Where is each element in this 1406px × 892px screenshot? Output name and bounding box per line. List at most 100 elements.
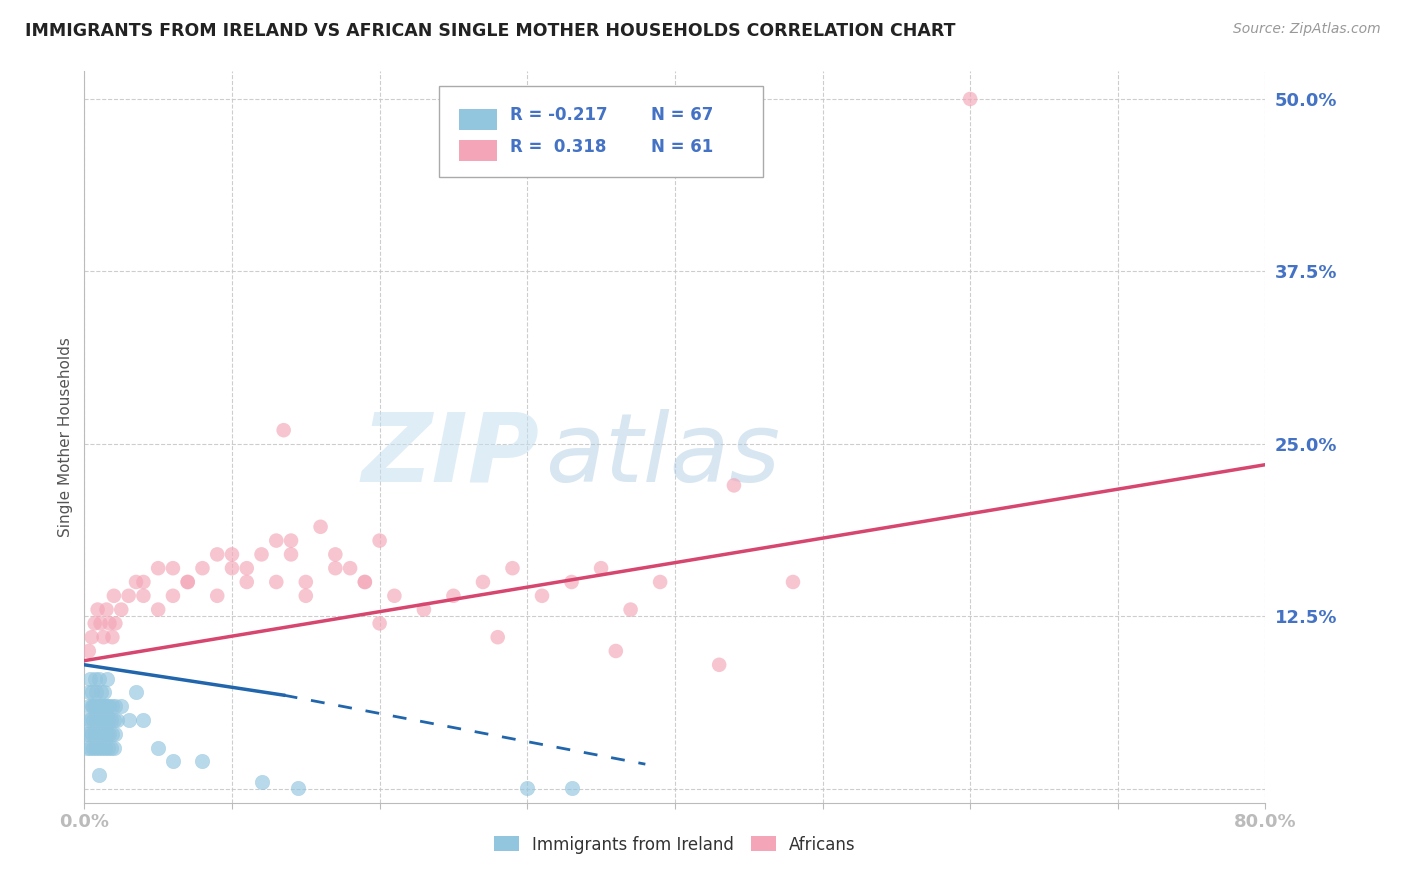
- Point: [101, 727, 124, 741]
- Point: [221, 561, 243, 575]
- Point: [191, 755, 214, 769]
- Point: [100, 740, 122, 755]
- Point: [280, 533, 302, 548]
- Point: [132, 713, 155, 727]
- Point: [472, 574, 495, 589]
- Point: [368, 533, 391, 548]
- Point: [77, 699, 100, 714]
- Point: [96, 727, 118, 741]
- Text: R =  0.318: R = 0.318: [509, 137, 606, 156]
- Point: [104, 616, 127, 631]
- Point: [96, 672, 118, 686]
- Point: [76, 713, 98, 727]
- Text: ZIP: ZIP: [361, 409, 538, 502]
- Point: [104, 699, 127, 714]
- Point: [236, 561, 259, 575]
- Point: [266, 533, 288, 548]
- Point: [77, 644, 100, 658]
- Point: [177, 574, 200, 589]
- Point: [83, 616, 105, 631]
- Point: [84, 713, 107, 727]
- Point: [148, 602, 170, 616]
- Point: [100, 713, 122, 727]
- Point: [207, 589, 229, 603]
- Point: [339, 561, 361, 575]
- Point: [80, 630, 103, 644]
- Point: [94, 713, 117, 727]
- Point: [80, 699, 103, 714]
- Point: [295, 574, 318, 589]
- Point: [96, 699, 118, 714]
- Point: [83, 727, 105, 741]
- Point: [77, 727, 100, 741]
- Point: [97, 740, 120, 755]
- Point: [80, 727, 103, 741]
- Point: [82, 713, 104, 727]
- Point: [98, 616, 121, 631]
- Text: Source: ZipAtlas.com: Source: ZipAtlas.com: [1233, 22, 1381, 37]
- Point: [516, 780, 538, 795]
- Point: [325, 561, 347, 575]
- Point: [723, 478, 745, 492]
- Point: [280, 548, 302, 562]
- Point: [236, 574, 259, 589]
- Point: [486, 630, 509, 644]
- Point: [86, 699, 108, 714]
- Point: [82, 740, 104, 755]
- Point: [83, 672, 105, 686]
- Point: [84, 740, 107, 755]
- Point: [103, 713, 125, 727]
- Point: [84, 685, 107, 699]
- Point: [118, 589, 141, 603]
- Point: [443, 589, 465, 603]
- Point: [148, 740, 170, 755]
- Point: [80, 685, 103, 699]
- Point: [709, 657, 731, 672]
- Point: [86, 699, 108, 714]
- Point: [87, 740, 111, 755]
- Point: [79, 713, 101, 727]
- Text: atlas: atlas: [546, 409, 780, 502]
- Text: IMMIGRANTS FROM IRELAND VS AFRICAN SINGLE MOTHER HOUSEHOLDS CORRELATION CHART: IMMIGRANTS FROM IRELAND VS AFRICAN SINGL…: [25, 22, 956, 40]
- Point: [162, 589, 184, 603]
- FancyBboxPatch shape: [458, 140, 496, 161]
- Point: [354, 574, 377, 589]
- Point: [93, 699, 115, 714]
- Point: [87, 713, 111, 727]
- Text: N = 67: N = 67: [651, 106, 714, 124]
- Point: [93, 727, 115, 741]
- Point: [90, 685, 112, 699]
- Point: [650, 574, 672, 589]
- Point: [77, 685, 100, 699]
- Point: [101, 630, 124, 644]
- Point: [250, 548, 273, 562]
- Point: [87, 672, 111, 686]
- Point: [382, 589, 406, 603]
- Point: [98, 699, 121, 714]
- Point: [110, 699, 132, 714]
- Point: [782, 574, 804, 589]
- Point: [93, 630, 115, 644]
- Y-axis label: Single Mother Households: Single Mother Households: [58, 337, 73, 537]
- Point: [191, 561, 214, 575]
- Point: [132, 589, 155, 603]
- FancyBboxPatch shape: [458, 109, 496, 130]
- Point: [266, 574, 288, 589]
- Point: [162, 561, 184, 575]
- Point: [221, 548, 243, 562]
- Point: [90, 699, 112, 714]
- Point: [96, 602, 118, 616]
- Point: [273, 423, 295, 437]
- Point: [561, 780, 583, 795]
- Point: [501, 561, 523, 575]
- Point: [125, 574, 148, 589]
- Point: [287, 780, 309, 795]
- Point: [91, 740, 114, 755]
- Point: [591, 561, 613, 575]
- Point: [87, 768, 111, 782]
- Point: [368, 616, 391, 631]
- Point: [250, 775, 273, 789]
- Point: [959, 92, 981, 106]
- Point: [83, 699, 105, 714]
- Point: [75, 727, 97, 741]
